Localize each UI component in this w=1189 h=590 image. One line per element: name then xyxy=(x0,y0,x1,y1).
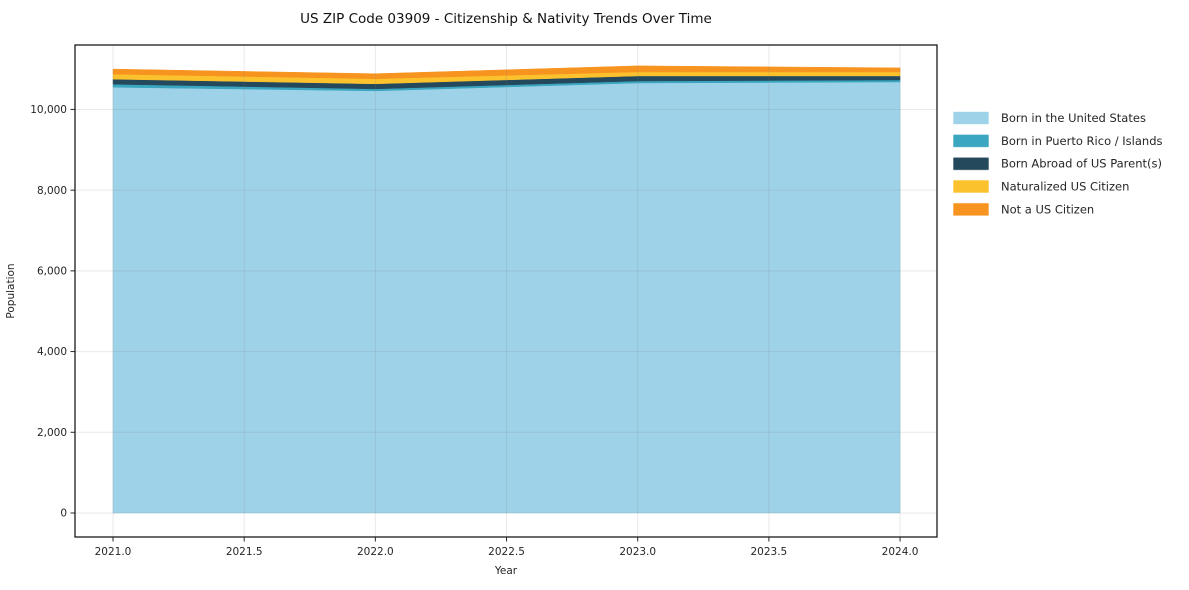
legend-item-1: Born in Puerto Rico / Islands xyxy=(952,133,1163,148)
y-tick-label: 0 xyxy=(60,508,67,520)
x-tick-label: 2023.0 xyxy=(619,546,656,558)
legend-label: Born Abroad of US Parent(s) xyxy=(1001,157,1162,171)
legend-label: Born in Puerto Rico / Islands xyxy=(1001,134,1163,148)
legend-swatch-1 xyxy=(952,133,990,148)
y-tick-label: 8,000 xyxy=(37,185,67,197)
x-tick-label: 2022.5 xyxy=(488,546,525,558)
legend-swatch-4 xyxy=(952,202,990,217)
gridlines-layer xyxy=(75,45,937,537)
legend-item-2: Born Abroad of US Parent(s) xyxy=(952,156,1162,171)
x-tick-label: 2024.0 xyxy=(882,546,919,558)
y-tick-label: 6,000 xyxy=(37,265,67,277)
chart-title: US ZIP Code 03909 - Citizenship & Nativi… xyxy=(300,11,712,27)
area-series-4 xyxy=(112,65,901,80)
legend-swatch-0 xyxy=(952,111,990,125)
x-tick-label: 2023.5 xyxy=(751,546,788,558)
axis-ticks-layer xyxy=(70,108,901,542)
text-labels-layer: 2021.0 2021.5 2022.0 2022.5 2023.0 2023.5 2024… xyxy=(5,11,918,577)
x-axis-label: Year xyxy=(494,565,518,577)
legend-swatch-2 xyxy=(952,156,990,171)
stacked-areas-layer xyxy=(112,65,901,514)
x-tick-label: 2021.0 xyxy=(95,546,132,558)
legend-item-4: Not a US Citizen xyxy=(952,202,1094,217)
plot-border xyxy=(74,44,938,538)
legend-label: Born in the United States xyxy=(1001,111,1146,125)
legend-label: Naturalized US Citizen xyxy=(1001,180,1129,194)
legend-label: Not a US Citizen xyxy=(1001,202,1094,216)
legend: Born in the United States Born in Puerto … xyxy=(952,111,1163,217)
legend-item-0: Born in the United States xyxy=(952,111,1146,125)
x-tick-label: 2021.5 xyxy=(226,546,263,558)
y-tick-label: 2,000 xyxy=(37,427,67,439)
plot-frame-layer xyxy=(74,44,938,538)
y-tick-label: 10,000 xyxy=(30,104,67,116)
x-tick-label: 2022.0 xyxy=(357,546,394,558)
y-axis-label: Population xyxy=(5,263,17,318)
legend-swatch-3 xyxy=(952,179,990,194)
y-tick-label: 4,000 xyxy=(37,346,67,358)
legend-item-3: Naturalized US Citizen xyxy=(952,179,1129,194)
